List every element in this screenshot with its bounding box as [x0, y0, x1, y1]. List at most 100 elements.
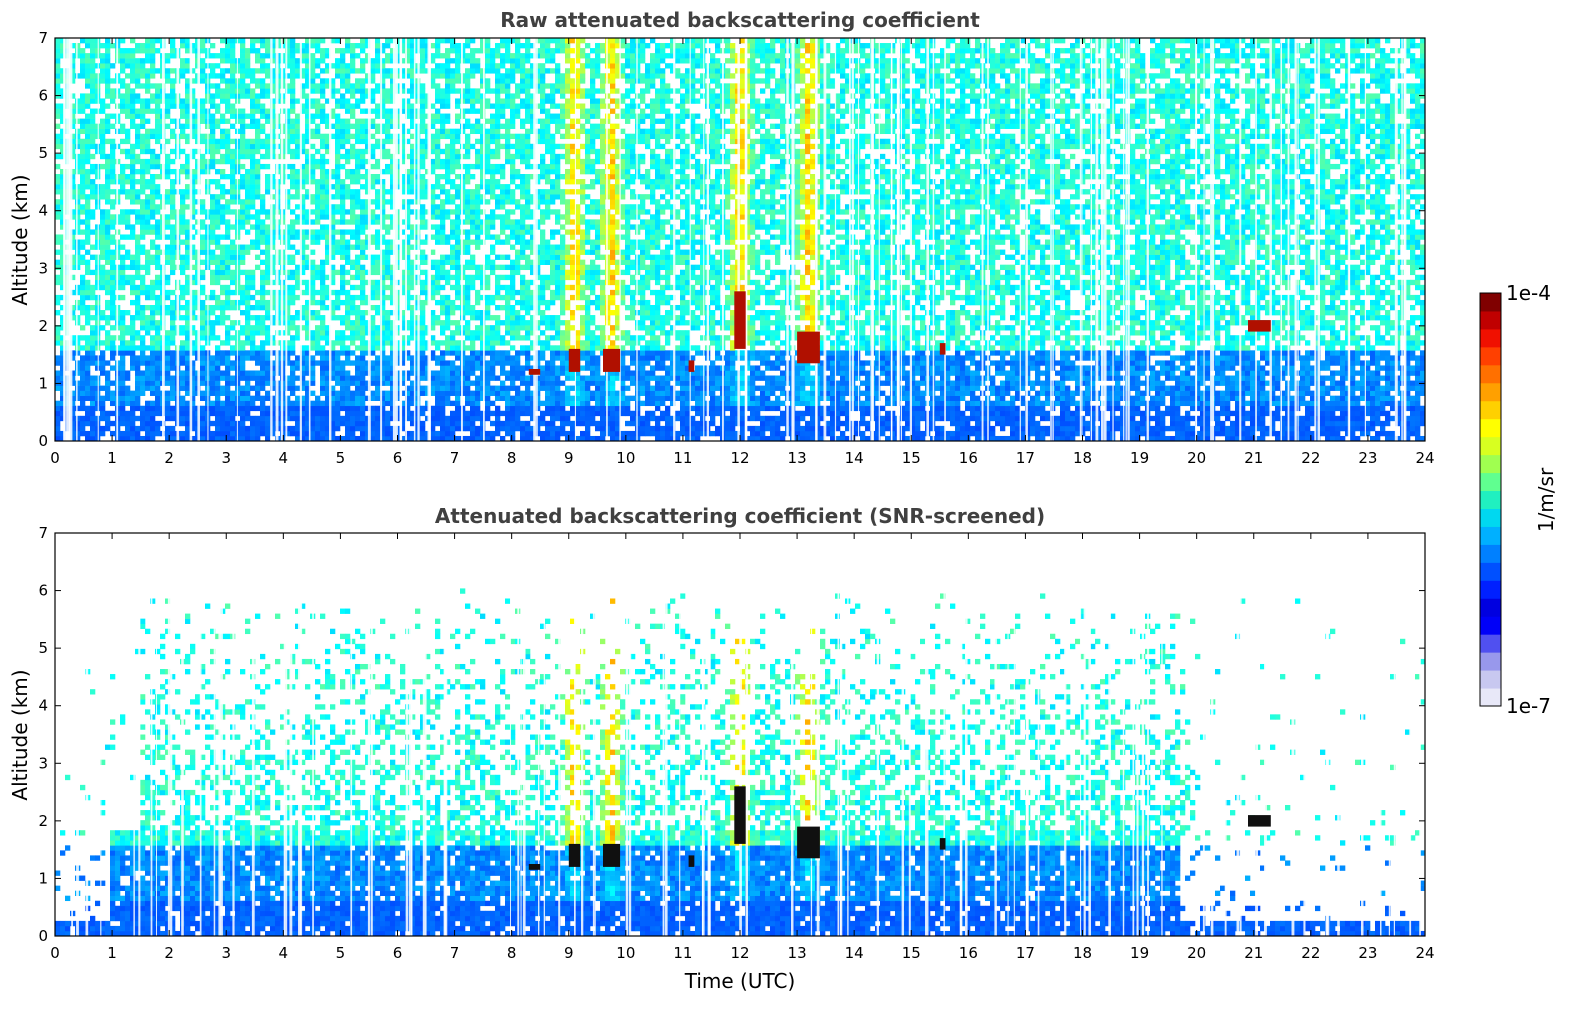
top-axis-ticks: 0 1 2 3 4 5 6 7 8 9 10 11 12 13 14 15 16 17 18 19 20 21 22 23 24… [38, 29, 1434, 467]
x-tick-label: 3 [221, 449, 231, 467]
cloud-layer-7 [1248, 320, 1271, 332]
x-tick-label: 13 [788, 944, 807, 962]
cloud-layer-6 [939, 838, 946, 850]
colorbar-segment [1480, 634, 1501, 653]
x-tick-label: 0 [50, 944, 60, 962]
signal-dropout-lines [63, 38, 1407, 441]
x-tick-label: 17 [1016, 449, 1035, 467]
colorbar-segment [1480, 382, 1501, 402]
bottom-panel-title: Attenuated backscattering coefficient (S… [435, 504, 1045, 528]
raw-backscatter-field [55, 38, 1426, 442]
x-tick-label: 10 [616, 449, 635, 467]
x-tick-label: 14 [845, 449, 864, 467]
y-tick-label: 3 [38, 754, 48, 772]
x-tick-label: 19 [1130, 449, 1149, 467]
y-tick-label: 5 [38, 144, 48, 162]
colorbar-segment [1480, 418, 1501, 438]
x-tick-label: 23 [1358, 944, 1377, 962]
colorbar-segment [1480, 293, 1501, 312]
y-tick-label: 0 [38, 432, 48, 450]
bottom-plot-area [55, 533, 1426, 937]
bottom-y-axis-label: Altitude (km) [8, 669, 32, 800]
x-tick-label: 2 [164, 944, 174, 962]
y-tick-label: 5 [38, 639, 48, 657]
colorbar-min-label: 1e-7 [1506, 694, 1551, 718]
colorbar-segment [1480, 328, 1501, 348]
colorbar-segment [1480, 472, 1501, 492]
x-tick-label: 15 [902, 944, 921, 962]
colorbar-segment [1480, 544, 1501, 563]
x-tick-label: 11 [673, 944, 692, 962]
x-tick-label: 24 [1415, 944, 1434, 962]
x-tick-label: 14 [845, 944, 864, 962]
colorbar-segment [1480, 580, 1501, 599]
x-tick-label: 0 [50, 449, 60, 467]
y-tick-label: 3 [38, 259, 48, 277]
x-tick-label: 2 [164, 449, 174, 467]
colorbar-segment [1480, 310, 1501, 330]
x-tick-label: 18 [1073, 944, 1092, 962]
top-panel: Raw attenuated backscattering coefficien… [8, 8, 1435, 467]
cloud-layer-1 [568, 843, 581, 867]
x-tick-label: 24 [1415, 449, 1434, 467]
colorbar-segment [1480, 598, 1501, 617]
y-tick-label: 7 [38, 524, 48, 542]
colorbar-max-label: 1e-4 [1506, 281, 1551, 305]
y-tick-label: 1 [38, 869, 48, 887]
x-tick-label: 9 [564, 449, 574, 467]
colorbar-segment [1480, 688, 1501, 707]
cloud-layer-0 [528, 369, 541, 375]
cloud-layer-6 [939, 343, 946, 355]
colorbar-segment [1480, 436, 1501, 456]
x-tick-label: 22 [1301, 944, 1320, 962]
colorbar-segment [1480, 652, 1501, 671]
cloud-layer-2 [603, 843, 621, 867]
y-tick-label: 6 [38, 87, 48, 105]
colorbar-segment [1480, 670, 1501, 689]
colorbar-frame [1479, 292, 1502, 707]
x-tick-label: 1 [107, 944, 117, 962]
colorbar-segment [1480, 400, 1501, 420]
cloud-layer-5 [797, 826, 820, 859]
x-tick-label: 12 [730, 449, 749, 467]
colorbar-segment [1480, 364, 1501, 384]
x-tick-label: 15 [902, 449, 921, 467]
top-plot-area [55, 38, 1426, 442]
top-y-axis-label: Altitude (km) [8, 174, 32, 305]
cloud-layer-4 [734, 786, 746, 844]
y-tick-label: 1 [38, 374, 48, 392]
x-tick-label: 17 [1016, 944, 1035, 962]
x-tick-label: 20 [1187, 944, 1206, 962]
x-tick-label: 16 [959, 449, 978, 467]
cloud-layer-0 [528, 864, 541, 870]
y-tick-label: 2 [38, 812, 48, 830]
y-tick-label: 4 [38, 697, 48, 715]
signal-dropout-lines [71, 533, 1426, 936]
y-tick-label: 2 [38, 317, 48, 335]
y-tick-label: 6 [38, 582, 48, 600]
cloud-layer-2 [603, 348, 621, 372]
x-axis-label: Time (UTC) [684, 969, 796, 993]
top-panel-title: Raw attenuated backscattering coefficien… [500, 8, 980, 32]
x-tick-label: 9 [564, 944, 574, 962]
x-tick-label: 7 [450, 944, 460, 962]
x-tick-label: 20 [1187, 449, 1206, 467]
bottom-panel: Attenuated backscattering coefficient (S… [8, 504, 1435, 993]
colorbar-segment [1480, 346, 1501, 366]
x-tick-label: 13 [788, 449, 807, 467]
x-tick-label: 10 [616, 944, 635, 962]
y-tick-label: 0 [38, 927, 48, 945]
x-tick-label: 16 [959, 944, 978, 962]
x-tick-label: 3 [221, 944, 231, 962]
colorbar-segment [1480, 562, 1501, 581]
x-tick-label: 6 [393, 449, 403, 467]
x-tick-label: 4 [279, 449, 289, 467]
bottom-axis-ticks: 0 1 2 3 4 5 6 7 8 9 10 11 12 13 14 15 16 17 18 19 20 21 22 23 24… [38, 524, 1434, 962]
cloud-layer-1 [568, 348, 581, 372]
y-tick-label: 7 [38, 29, 48, 47]
colorbar-segment [1480, 508, 1501, 527]
y-tick-label: 4 [38, 202, 48, 220]
x-tick-label: 4 [279, 944, 289, 962]
x-tick-label: 12 [730, 944, 749, 962]
